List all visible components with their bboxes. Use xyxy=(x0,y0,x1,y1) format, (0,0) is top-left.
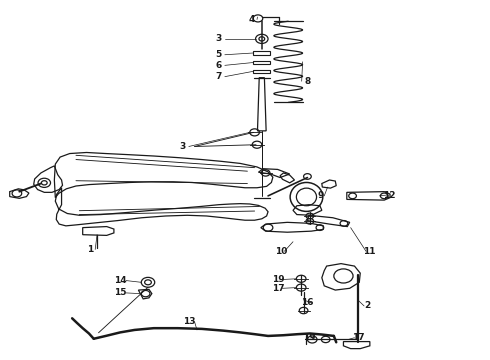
Text: 2: 2 xyxy=(365,301,370,310)
Text: 9: 9 xyxy=(318,192,324,201)
Text: 10: 10 xyxy=(275,247,287,256)
Text: 8: 8 xyxy=(304,77,311,86)
Text: 1: 1 xyxy=(87,245,94,254)
Text: 4: 4 xyxy=(249,15,255,24)
Text: 12: 12 xyxy=(383,191,395,200)
Text: 3: 3 xyxy=(216,34,221,43)
Text: 16: 16 xyxy=(301,298,314,307)
Text: 14: 14 xyxy=(114,276,126,285)
Text: 17: 17 xyxy=(272,284,285,293)
Text: 19: 19 xyxy=(303,333,316,342)
Text: 17: 17 xyxy=(351,333,364,342)
Text: 6: 6 xyxy=(216,61,221,70)
Text: 7: 7 xyxy=(216,72,222,81)
Text: 5: 5 xyxy=(216,50,221,59)
Text: 19: 19 xyxy=(272,275,285,284)
Text: 11: 11 xyxy=(363,247,375,256)
Text: 13: 13 xyxy=(184,317,196,326)
Text: 15: 15 xyxy=(114,288,126,297)
Text: 3: 3 xyxy=(179,142,186,151)
